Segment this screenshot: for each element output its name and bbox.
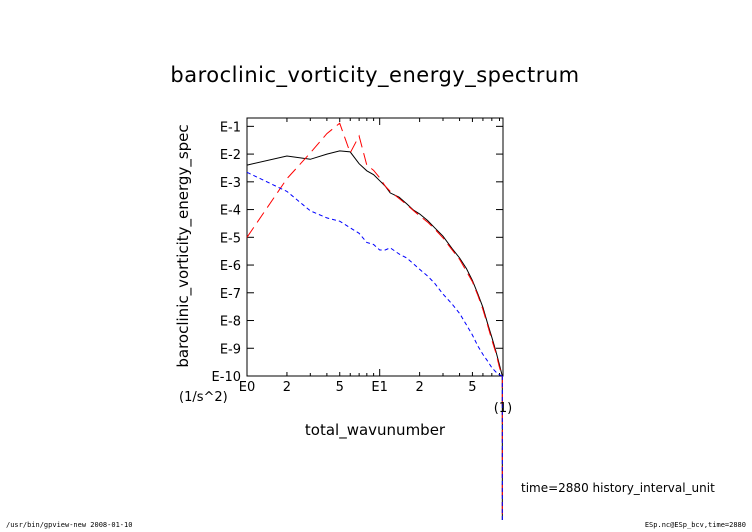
series-line-1 [246,150,503,377]
y-axis-unit: (1/s^2) [179,390,228,405]
chart-title: baroclinic_vorticity_energy_spectrum [170,63,579,88]
y-tick-label: E-7 [220,287,241,302]
y-axis-ticks: E-1 E-2 E-3 E-4 E-5 E-6 E-7 E-8 E-9 E-10 [212,120,503,385]
x-axis-unit: (1) [494,401,512,416]
data-series [246,122,503,520]
y-tick-label: E-9 [220,342,241,357]
y-tick-label: E-8 [220,315,241,330]
x-tick-label: 2 [415,380,423,395]
x-tick-label: 5 [468,380,476,395]
y-tick-label: E-1 [220,120,241,135]
x-tick-label: 5 [336,380,344,395]
y-tick-label: E-2 [220,148,241,163]
y-tick-label: E-6 [220,259,241,274]
x-axis-ticks: E0 2 5 E1 2 5 [239,118,501,395]
x-tick-label: E0 [239,380,256,395]
y-tick-label: E-3 [220,176,241,191]
y-tick-label: E-10 [212,370,241,385]
y-tick-label: E-5 [220,231,241,246]
footer-left: /usr/bin/gpview-new 2008-01-10 [6,521,132,529]
footer-right: ESp.nc@ESp_bcv,time=2880 [645,521,746,529]
plot-frame [246,117,504,377]
series-line-2 [246,122,503,377]
x-tick-label: E1 [371,380,388,395]
x-tick-label: 2 [283,380,291,395]
x-axis-label: total_wavunumber [305,421,446,440]
y-axis-label: baroclinic_vorticity_energy_spec [174,124,193,367]
series-line-3 [246,171,503,377]
y-tick-label: E-4 [220,204,241,219]
time-annotation: time=2880 history_interval_unit [521,481,715,495]
